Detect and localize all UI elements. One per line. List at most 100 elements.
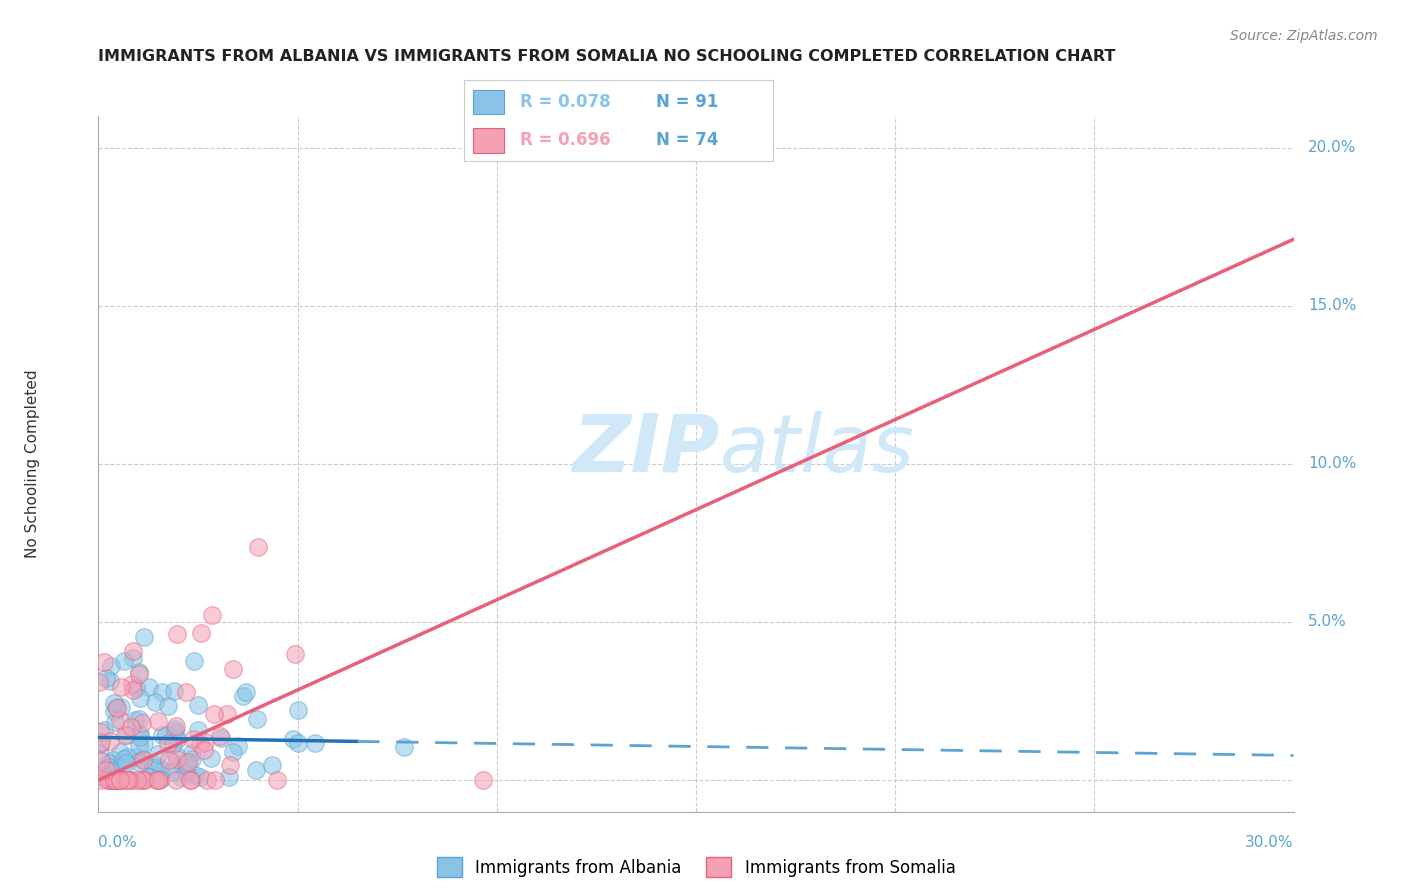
Point xyxy=(97,773,120,788)
Point xyxy=(96,671,118,685)
Point xyxy=(105,701,128,715)
Point xyxy=(149,761,172,775)
Point xyxy=(138,681,160,695)
Point xyxy=(110,760,132,774)
Point xyxy=(215,706,238,721)
Point xyxy=(232,689,254,703)
Point xyxy=(156,698,179,713)
FancyBboxPatch shape xyxy=(474,128,505,153)
Point xyxy=(98,673,121,688)
Point xyxy=(103,696,125,710)
FancyBboxPatch shape xyxy=(474,90,505,114)
Point xyxy=(155,728,177,742)
Point xyxy=(108,773,131,788)
Point xyxy=(235,685,257,699)
Point xyxy=(132,773,155,788)
Point xyxy=(121,676,143,690)
Point xyxy=(104,715,127,730)
Point xyxy=(108,745,131,759)
Point xyxy=(222,745,245,759)
Point xyxy=(110,773,132,788)
Text: 30.0%: 30.0% xyxy=(1246,836,1294,850)
Point xyxy=(266,773,288,788)
Point xyxy=(114,654,136,668)
Point xyxy=(103,704,125,718)
Point xyxy=(114,728,136,742)
Point xyxy=(150,764,173,778)
Point xyxy=(177,756,200,770)
Point xyxy=(103,773,125,788)
Point xyxy=(163,722,186,736)
Point xyxy=(166,626,188,640)
Point xyxy=(157,736,180,750)
Point xyxy=(90,773,112,788)
Point xyxy=(209,731,232,746)
Point xyxy=(165,718,187,732)
Point xyxy=(183,768,205,782)
Point xyxy=(125,681,148,696)
Point xyxy=(193,743,215,757)
Point xyxy=(105,772,128,787)
Point xyxy=(128,690,150,705)
Point xyxy=(105,773,128,788)
Point xyxy=(166,752,188,766)
Point xyxy=(93,723,115,738)
Point xyxy=(87,770,110,784)
Point xyxy=(90,769,112,783)
Text: 15.0%: 15.0% xyxy=(1308,298,1357,313)
Point xyxy=(100,659,122,673)
Point xyxy=(157,753,180,767)
Point xyxy=(170,758,193,772)
Point xyxy=(142,760,165,774)
Point xyxy=(162,764,184,779)
Point xyxy=(100,764,122,779)
Point xyxy=(194,734,217,748)
Point xyxy=(105,773,128,788)
Text: Source: ZipAtlas.com: Source: ZipAtlas.com xyxy=(1230,29,1378,43)
Point xyxy=(98,758,121,772)
Text: IMMIGRANTS FROM ALBANIA VS IMMIGRANTS FROM SOMALIA NO SCHOOLING COMPLETED CORREL: IMMIGRANTS FROM ALBANIA VS IMMIGRANTS FR… xyxy=(98,49,1116,64)
Point xyxy=(114,756,136,770)
Text: atlas: atlas xyxy=(720,411,915,489)
Point xyxy=(204,773,226,788)
Point xyxy=(121,644,143,658)
Point xyxy=(146,773,169,788)
Point xyxy=(166,731,188,746)
Point xyxy=(93,656,115,670)
Point xyxy=(138,770,160,784)
Point xyxy=(245,763,267,777)
Point xyxy=(146,714,169,729)
Point xyxy=(96,764,118,778)
Point xyxy=(145,773,167,788)
Point xyxy=(89,737,111,751)
Point xyxy=(128,755,150,769)
Text: 10.0%: 10.0% xyxy=(1308,457,1357,471)
Point xyxy=(124,714,146,728)
Point xyxy=(111,772,134,786)
Point xyxy=(89,724,111,739)
Point xyxy=(112,752,135,766)
Point xyxy=(128,712,150,726)
Point xyxy=(246,712,269,726)
Point xyxy=(281,732,304,747)
Point xyxy=(190,625,212,640)
Point xyxy=(115,773,138,788)
Point xyxy=(98,756,121,770)
Point xyxy=(219,758,242,772)
Point xyxy=(304,736,326,750)
Point xyxy=(98,773,121,788)
Point xyxy=(103,752,125,766)
Point xyxy=(115,749,138,764)
Point xyxy=(202,707,225,722)
Point xyxy=(148,747,170,761)
Point xyxy=(117,728,139,742)
Point xyxy=(201,607,224,622)
Text: 20.0%: 20.0% xyxy=(1308,140,1357,155)
Point xyxy=(108,773,131,788)
Point xyxy=(262,758,284,772)
Point xyxy=(128,665,150,679)
Point xyxy=(287,736,309,750)
Point xyxy=(218,770,240,784)
Point xyxy=(188,737,211,751)
Point xyxy=(100,773,122,788)
